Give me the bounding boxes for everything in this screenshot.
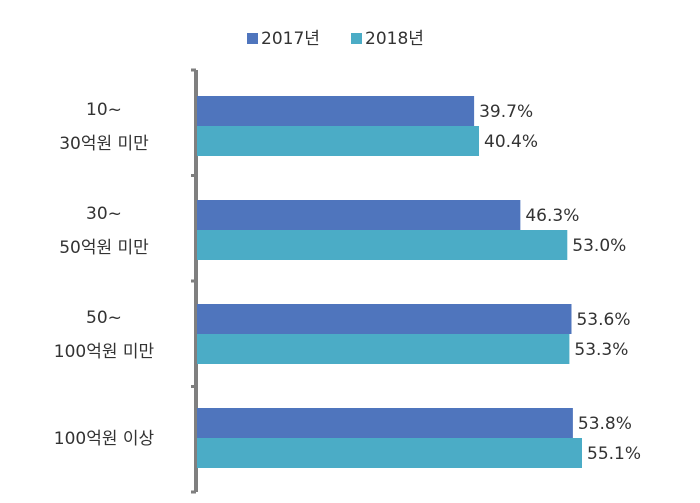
bar-2017년-0 xyxy=(197,96,475,126)
data-label: 53.6% xyxy=(576,310,630,330)
chart-legend: 2017년 2018년 xyxy=(247,29,424,49)
legend-swatch-2018년 xyxy=(351,33,362,44)
category-label: 100억원 이상 xyxy=(54,429,155,449)
bar-2017년-1 xyxy=(197,200,521,230)
data-label: 46.3% xyxy=(525,206,579,226)
data-label: 55.1% xyxy=(587,444,641,464)
category-axis xyxy=(191,68,198,494)
category-label: 50억원 미만 xyxy=(59,238,149,258)
category-labels: 10~ 30억원 미만 30~ 50억원 미만 50~ 100억원 미만 100억원 이상 xyxy=(54,100,155,449)
category-label: 100억원 미만 xyxy=(54,342,155,362)
data-label: 39.7% xyxy=(479,102,533,122)
data-label: 40.4% xyxy=(484,132,538,152)
bar-2017년-3 xyxy=(197,408,573,438)
bar-series xyxy=(197,96,582,468)
legend-label-2017년: 2017년 xyxy=(261,29,320,49)
bar-2018년-1 xyxy=(197,230,568,260)
bar-2017년-2 xyxy=(197,304,572,334)
category-label: 30억원 미만 xyxy=(59,134,149,154)
category-label: 30~ xyxy=(86,204,122,224)
data-label: 53.0% xyxy=(572,236,626,256)
category-label: 10~ xyxy=(86,100,122,120)
data-labels: 39.7% 40.4% 46.3% 53.0% 53.6% 53.3% 53.8% 55.1% xyxy=(479,102,641,464)
data-label: 53.3% xyxy=(574,340,628,360)
bar-2018년-0 xyxy=(197,126,480,156)
category-label: 50~ xyxy=(86,308,122,328)
data-label: 53.8% xyxy=(578,414,632,434)
legend-swatch-2017년 xyxy=(247,33,258,44)
bar-2018년-2 xyxy=(197,334,570,364)
legend-label-2018년: 2018년 xyxy=(365,29,424,49)
bar-2018년-3 xyxy=(197,438,582,468)
